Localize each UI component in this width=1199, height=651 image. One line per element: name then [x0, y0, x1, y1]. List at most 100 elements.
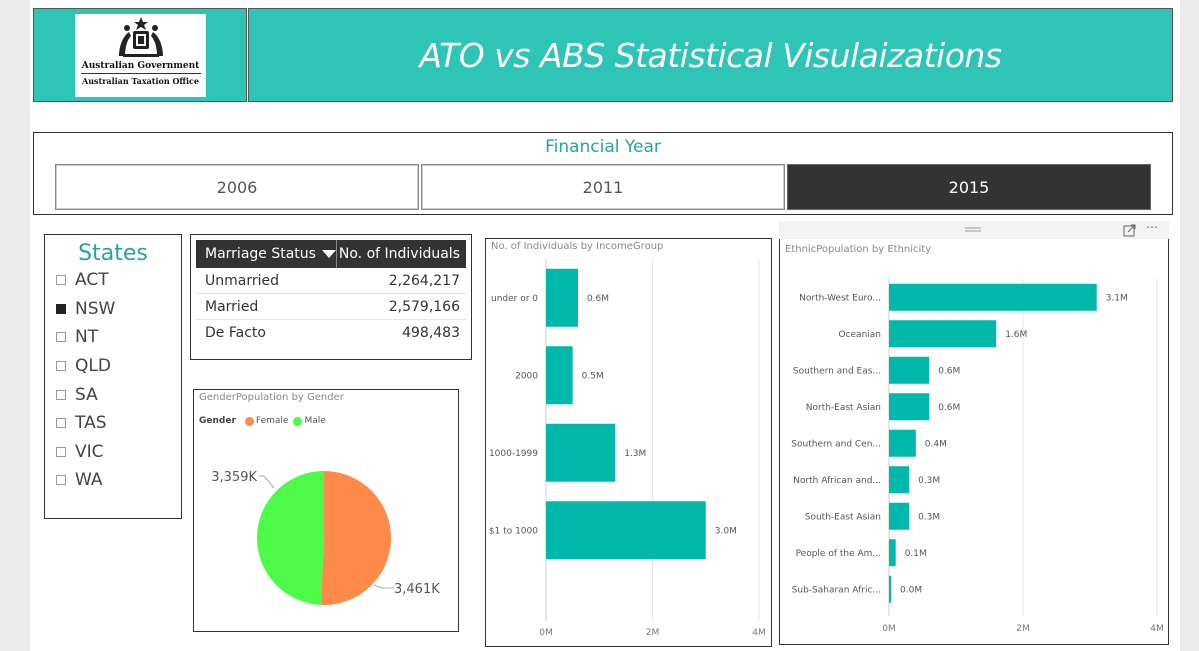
state-item-act[interactable]: ACT [45, 266, 181, 295]
income-chart-panel: No. of Individuals by IncomeGroup 0M 2M 4M… [485, 238, 772, 647]
checkbox-icon[interactable] [56, 418, 66, 429]
data-label: 0.6M [938, 403, 960, 413]
checkbox-icon[interactable] [56, 275, 66, 286]
slicer-title: Financial Year [545, 137, 661, 157]
chart-title: GenderPopulation by Gender [199, 392, 344, 403]
cell-status: De Facto [205, 325, 266, 341]
cell-count: 2,264,217 [388, 272, 460, 289]
bar[interactable] [889, 539, 896, 567]
bar[interactable] [546, 268, 578, 327]
male-dot-icon [293, 416, 303, 426]
state-label: QLD [75, 356, 111, 377]
title-banner: ATO vs ABS Statistical Visulaizations [248, 8, 1173, 102]
state-item-nt[interactable]: NT [45, 323, 181, 352]
state-label: NT [75, 327, 99, 348]
state-item-qld[interactable]: QLD [45, 352, 181, 381]
checkbox-icon[interactable] [56, 475, 66, 486]
state-item-wa[interactable]: WA [45, 466, 181, 495]
data-label: 3.0M [715, 526, 737, 536]
bar[interactable] [546, 501, 706, 560]
category-label: Southern and Eas... [793, 366, 881, 376]
bar[interactable] [889, 320, 997, 348]
bar[interactable] [889, 429, 916, 457]
state-item-tas[interactable]: TAS [45, 409, 181, 438]
bar[interactable] [889, 283, 1097, 311]
bar[interactable] [889, 502, 910, 530]
cell-count: 2,579,166 [388, 298, 460, 315]
report-title: ATO vs ABS Statistical Visulaizations [419, 36, 1002, 75]
gender-pie-panel: GenderPopulation by Gender Gender Female… [193, 389, 459, 632]
bar[interactable] [546, 423, 616, 482]
drag-handle-icon[interactable] [779, 221, 1169, 239]
ato-logo: Australian Government Australian Taxatio… [75, 14, 206, 97]
bar[interactable] [889, 356, 930, 384]
x-tick-label: 4M [752, 628, 766, 638]
state-item-vic[interactable]: VIC [45, 438, 181, 467]
x-tick-label: 4M [1150, 624, 1164, 634]
category-label: Southern and Cen... [791, 439, 881, 449]
logo-line-1: Australian Government [81, 61, 200, 71]
year-button-2006[interactable]: 2006 [55, 164, 419, 210]
cell-count: 498,483 [402, 325, 460, 341]
pie-slice-female[interactable] [320, 471, 392, 605]
data-label: 1.6M [1005, 330, 1027, 340]
focus-mode-icon[interactable] [1123, 224, 1137, 237]
states-title: States [78, 241, 148, 266]
x-tick-label: 0M [882, 624, 896, 634]
category-label: $1 to 1000 [489, 526, 538, 536]
checkbox-icon[interactable] [56, 361, 66, 372]
table-row: De Facto 498,483 [196, 320, 466, 346]
table-header: Marriage Status No. of Individuals [196, 240, 466, 268]
data-label: 3.1M [1106, 293, 1128, 303]
chart-title: No. of Individuals by IncomeGroup [491, 241, 664, 252]
logo-line-2: Australian Taxation Office [81, 76, 199, 86]
x-tick-label: 2M [1016, 624, 1030, 634]
more-options-icon[interactable]: ⋯ [1146, 220, 1158, 234]
checkbox-icon[interactable] [56, 389, 66, 400]
gender-pie-chart: 3,461K 3,359K [211, 470, 440, 605]
year-button-2011[interactable]: 2011 [421, 164, 785, 210]
bar[interactable] [889, 575, 891, 603]
chart-title: EthnicPopulation by Ethnicity [785, 244, 932, 255]
bar[interactable] [889, 466, 910, 494]
cell-status: Married [205, 298, 259, 315]
state-label: TAS [75, 413, 107, 434]
income-bar-chart: 0M 2M 4M under or 0 0.6M 2000 0.5M 1000-1999 1.3… [489, 259, 766, 638]
data-label: 0.3M [918, 512, 940, 522]
checked-box-icon[interactable] [56, 303, 66, 314]
table-row: Unmarried 2,264,217 [196, 268, 466, 294]
column-header-label: Marriage Status [205, 246, 316, 262]
leader-line [259, 475, 275, 489]
legend-male[interactable]: Male [304, 416, 326, 426]
category-label: North-East Asian [806, 403, 881, 413]
bar[interactable] [546, 346, 573, 405]
state-label: WA [75, 470, 103, 491]
legend-female[interactable]: Female [255, 416, 289, 426]
category-label: Sub-Saharan Afric... [792, 585, 881, 595]
data-label: 0.4M [925, 439, 947, 449]
coat-of-arms-icon [118, 17, 163, 57]
female-dot-icon [244, 416, 254, 426]
checkbox-icon[interactable] [56, 446, 66, 457]
state-item-sa[interactable]: SA [45, 380, 181, 409]
data-label: 1.3M [624, 449, 646, 459]
sort-descending-icon[interactable] [321, 250, 336, 258]
state-item-nsw[interactable]: NSW [45, 295, 181, 324]
marriage-status-table: Marriage Status No. of Individuals Unmar… [190, 234, 472, 360]
cell-status: Unmarried [205, 272, 279, 289]
category-label: North-West Euro... [799, 293, 881, 303]
pie-slice-male[interactable] [257, 471, 324, 605]
states-list: ACT NSW NT QLD SA TAS VIC WA [45, 266, 181, 495]
data-label: 0.3M [918, 476, 940, 486]
category-label: People of the Am... [796, 549, 881, 559]
column-header-marriage-status[interactable]: Marriage Status [196, 240, 337, 268]
logo-banner: Australian Government Australian Taxatio… [33, 8, 247, 102]
pie-label-female: 3,461K [394, 582, 440, 597]
legend-title: Gender [199, 416, 236, 426]
pie-label-male: 3,359K [211, 470, 257, 485]
checkbox-icon[interactable] [56, 332, 66, 343]
column-header-individuals[interactable]: No. of Individuals [338, 246, 460, 262]
year-button-2015[interactable]: 2015 [787, 164, 1151, 210]
bar[interactable] [889, 393, 930, 421]
table-row: Married 2,579,166 [196, 294, 466, 320]
